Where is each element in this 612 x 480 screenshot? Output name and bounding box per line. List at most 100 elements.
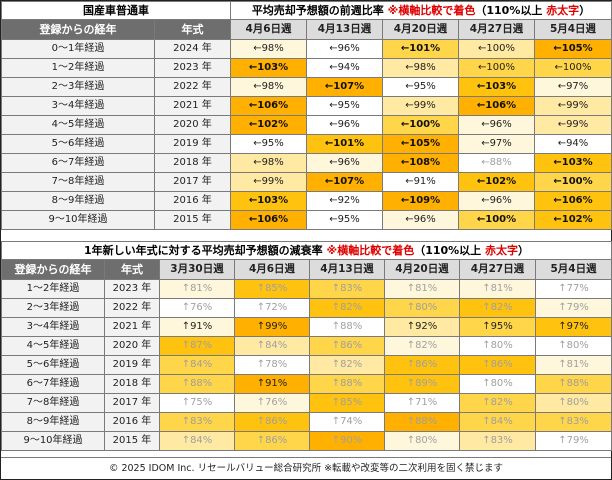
ratio-cell: ←103% <box>230 191 307 211</box>
ratio-cell: ↑90% <box>309 431 385 451</box>
row-year-label: 2020 年 <box>154 115 231 135</box>
table-row: 9～10年経過 2015 年 ↑84% ↑86% ↑90% ↑80% ↑83% ↑79% <box>1 431 612 451</box>
table-row: 3～4年経過 2021 年 ←106% ←95% ←99% ←106% ←99% <box>1 96 612 116</box>
ratio-cell: ↑95% <box>459 317 536 337</box>
ratio-cell: ↑80% <box>384 298 460 318</box>
ratio-cell: ↑82% <box>309 355 385 375</box>
ratio-cell: ←92% <box>306 191 383 211</box>
row-age-label: 1～2年経過 <box>1 279 105 299</box>
table-row: 2～3年経過 2022 年 ↑76% ↑72% ↑82% ↑80% ↑82% ↑79% <box>1 298 612 318</box>
row-age-label: 8～9年経過 <box>1 191 155 211</box>
col-header-year: 年式 <box>104 259 160 280</box>
ratio-cell: ↑83% <box>159 412 235 432</box>
ratio-cell: ←91% <box>382 172 459 192</box>
ratio-cell: ←107% <box>306 172 383 192</box>
ratio-cell: ←105% <box>534 39 612 59</box>
col-header-date: 4月13日週 <box>306 19 383 40</box>
ratio-cell: ↑80% <box>534 336 612 356</box>
table2-title-close: ） <box>518 244 530 257</box>
row-year-label: 2015 年 <box>154 210 231 230</box>
ratio-cell: ←103% <box>230 58 307 78</box>
row-age-label: 6～7年経過 <box>1 374 105 394</box>
ratio-cell: ←98% <box>230 77 307 97</box>
ratio-cell: ←100% <box>534 172 612 192</box>
ratio-cell: ←95% <box>306 210 383 230</box>
row-age-label: 7～8年経過 <box>1 393 105 413</box>
col-header-date: 4月6日週 <box>234 259 310 280</box>
ratio-cell: ↑74% <box>309 412 385 432</box>
ratio-cell: ←99% <box>534 115 612 135</box>
table2-title-main: 1年新しい年式に対する平均売却予想額の減衰率 <box>84 244 323 257</box>
row-age-label: 6～7年経過 <box>1 153 155 173</box>
table-row: 3～4年経過 2021 年 ↑91% ↑99% ↑88% ↑92% ↑95% ↑97% <box>1 317 612 337</box>
ratio-cell: ←96% <box>306 153 383 173</box>
weekly-ratio-table: 国産車普通車 平均売却予想額の前週比率 ※横軸比較で着色（110%以上 赤太字）… <box>1 1 612 230</box>
ratio-cell: ←101% <box>306 134 383 154</box>
table2-title-red: 赤太字 <box>485 244 519 257</box>
table2-title-note: ※横軸比較で着色 <box>326 244 415 257</box>
row-year-label: 2023 年 <box>104 279 160 299</box>
ratio-cell: ←108% <box>382 153 459 173</box>
ratio-cell: ←96% <box>382 210 459 230</box>
ratio-cell: ←95% <box>382 77 459 97</box>
ratio-cell: ↑87% <box>159 336 235 356</box>
ratio-cell: ←105% <box>382 134 459 154</box>
ratio-cell: ↑78% <box>234 355 310 375</box>
ratio-cell: ↑76% <box>159 298 235 318</box>
row-age-label: 3～4年経過 <box>1 96 155 116</box>
row-year-label: 2021 年 <box>104 317 160 337</box>
ratio-cell: ↑81% <box>534 355 612 375</box>
table2-body: 1～2年経過 2023 年 ↑81% ↑85% ↑83% ↑81% ↑81% ↑77% 2～3年… <box>1 279 612 451</box>
ratio-cell: ↑79% <box>534 431 612 451</box>
row-age-label: 7～8年経過 <box>1 172 155 192</box>
col-header-date: 5月4日週 <box>534 19 612 40</box>
ratio-cell: ↑88% <box>309 317 385 337</box>
ratio-cell: ↑72% <box>234 298 310 318</box>
ratio-cell: ←106% <box>534 191 612 211</box>
table-row: 9～10年経過 2015 年 ←106% ←95% ←96% ←100% ←102% <box>1 210 612 230</box>
col-header-date: 5月4日週 <box>534 259 612 280</box>
col-header-date: 4月6日週 <box>230 19 307 40</box>
col-header-year: 年式 <box>154 19 231 40</box>
ratio-cell: ←94% <box>306 58 383 78</box>
row-year-label: 2015 年 <box>104 431 160 451</box>
ratio-cell: ←96% <box>306 39 383 59</box>
ratio-cell: ↑84% <box>159 431 235 451</box>
ratio-cell: ←107% <box>306 77 383 97</box>
row-year-label: 2023 年 <box>154 58 231 78</box>
table-row: 1～2年経過 2023 年 ↑81% ↑85% ↑83% ↑81% ↑81% ↑77% <box>1 279 612 299</box>
ratio-cell: ←101% <box>382 39 459 59</box>
row-year-label: 2022 年 <box>154 77 231 97</box>
table1-title-red: 赤太字 <box>546 4 580 17</box>
ratio-cell: ←98% <box>230 39 307 59</box>
ratio-cell: ↑92% <box>384 317 460 337</box>
ratio-cell: ↑88% <box>309 374 385 394</box>
row-year-label: 2020 年 <box>104 336 160 356</box>
row-age-label: 9～10年経過 <box>1 431 105 451</box>
ratio-cell: ↑80% <box>459 374 536 394</box>
ratio-cell: ↑83% <box>309 279 385 299</box>
ratio-cell: ↑97% <box>534 317 612 337</box>
ratio-cell: ↑86% <box>234 431 310 451</box>
table2-title: 1年新しい年式に対する平均売却予想額の減衰率 ※横軸比較で着色（110%以上 赤… <box>0 241 612 260</box>
row-year-label: 2022 年 <box>104 298 160 318</box>
ratio-cell: ←96% <box>458 115 535 135</box>
ratio-cell: ↑81% <box>384 279 460 299</box>
decay-rate-table: 1年新しい年式に対する平均売却予想額の減衰率 ※横軸比較で着色（110%以上 赤… <box>0 241 612 451</box>
ratio-cell: ↑82% <box>384 336 460 356</box>
ratio-cell: ↑86% <box>234 412 310 432</box>
row-age-label: 5～6年経過 <box>1 134 155 154</box>
ratio-cell: ↑84% <box>159 355 235 375</box>
category-title: 国産車普通車 <box>1 1 231 20</box>
col-header-date: 4月20日週 <box>384 259 460 280</box>
table1-title-paren: （110%以上 <box>475 4 543 17</box>
table-row: 0～1年経過 2024 年 ←98% ←96% ←101% ←100% ←105% <box>1 39 612 59</box>
ratio-cell: ↑89% <box>384 374 460 394</box>
ratio-cell: ↑79% <box>534 298 612 318</box>
ratio-cell: ←100% <box>458 58 535 78</box>
ratio-cell: ←102% <box>458 172 535 192</box>
table1-title-note: ※横軸比較で着色 <box>387 4 476 17</box>
ratio-cell: ←109% <box>382 191 459 211</box>
ratio-cell: ←106% <box>230 210 307 230</box>
